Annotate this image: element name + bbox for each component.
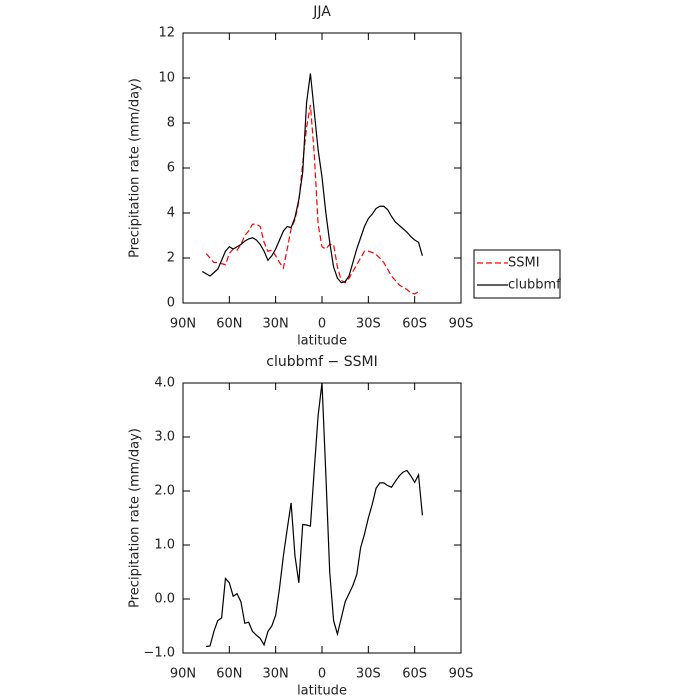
x-tick-label: 60S bbox=[402, 317, 427, 332]
x-tick-label: 0 bbox=[318, 667, 326, 682]
y-tick-label: 10 bbox=[158, 71, 175, 86]
y-axis-label: Precipitation rate (mm/day) bbox=[128, 78, 143, 258]
chart-title: clubbmf − SSMI bbox=[266, 354, 377, 370]
plot-frame bbox=[182, 382, 462, 654]
data-line bbox=[202, 73, 423, 284]
x-tick-label: 60N bbox=[216, 317, 242, 332]
y-tick-label: 3.0 bbox=[154, 430, 175, 445]
x-tick-label: 30N bbox=[263, 317, 289, 332]
legend-label: clubbmf bbox=[508, 278, 561, 293]
legend-label: SSMI bbox=[508, 256, 540, 271]
x-tick-label: 0 bbox=[318, 317, 326, 332]
plot-frame bbox=[182, 32, 462, 304]
x-tick-label: 90S bbox=[449, 317, 474, 332]
y-axis-label: Precipitation rate (mm/day) bbox=[128, 428, 143, 608]
x-tick-label: 90S bbox=[449, 667, 474, 682]
x-tick-label: 90N bbox=[170, 667, 196, 682]
y-tick-label: 0.0 bbox=[154, 592, 175, 607]
x-tick-label: 30S bbox=[356, 317, 381, 332]
y-tick-label: 4.0 bbox=[154, 376, 175, 391]
x-tick-label: 30S bbox=[356, 667, 381, 682]
x-tick-label: 60S bbox=[402, 667, 427, 682]
legend-box bbox=[473, 249, 561, 299]
x-axis-label: latitude bbox=[297, 684, 347, 699]
y-tick-label: 0 bbox=[167, 296, 175, 311]
y-tick-label: 12 bbox=[158, 26, 175, 41]
y-tick-label: 8 bbox=[167, 116, 175, 131]
data-line bbox=[205, 104, 419, 295]
y-tick-label: 2.0 bbox=[154, 484, 175, 499]
y-tick-label: −1.0 bbox=[143, 646, 175, 661]
y-tick-label: 4 bbox=[167, 206, 175, 221]
y-tick-label: 1.0 bbox=[154, 538, 175, 553]
chart-title: JJA bbox=[312, 4, 331, 20]
data-line bbox=[206, 382, 423, 648]
y-tick-label: 2 bbox=[167, 251, 175, 266]
x-axis-label: latitude bbox=[297, 334, 347, 349]
x-tick-label: 90N bbox=[170, 317, 196, 332]
x-tick-label: 60N bbox=[216, 667, 242, 682]
x-tick-label: 30N bbox=[263, 667, 289, 682]
y-tick-label: 6 bbox=[167, 161, 175, 176]
